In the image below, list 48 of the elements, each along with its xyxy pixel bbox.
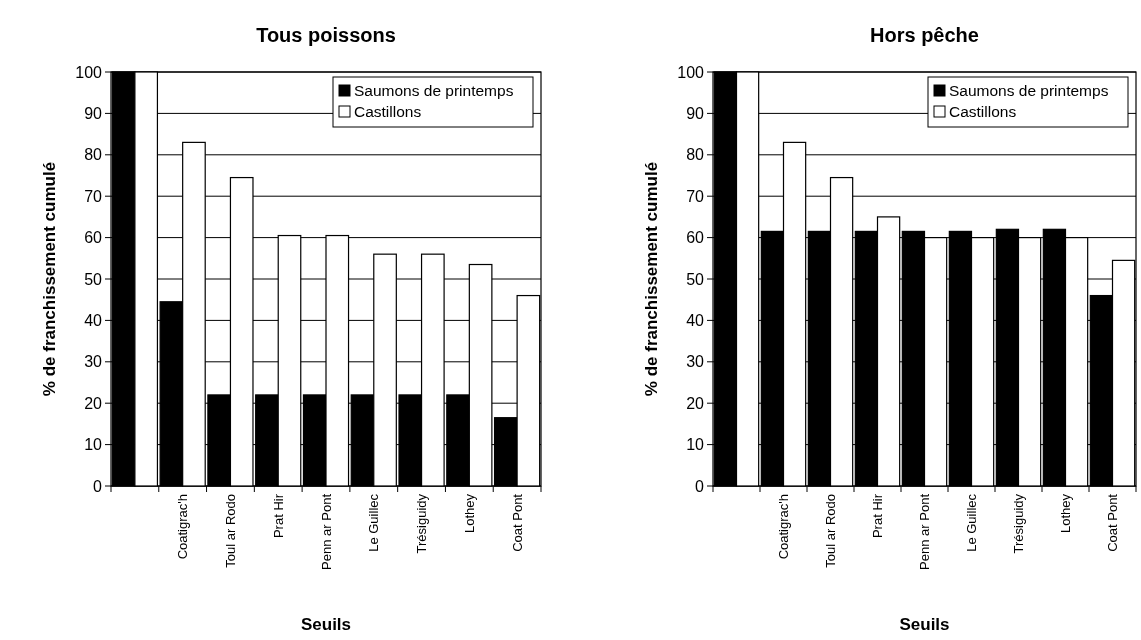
y-tick-label: 10 xyxy=(84,436,103,454)
y-tick-label: 100 xyxy=(677,63,705,81)
y-tick-label: 60 xyxy=(84,229,103,247)
x-tick-label: Le Guillec xyxy=(964,493,980,552)
y-tick-label: 40 xyxy=(84,312,103,329)
x-tick-label: Toul ar Rodo xyxy=(222,494,238,568)
y-tick-label: 60 xyxy=(686,229,705,247)
y-tick-label: 100 xyxy=(75,63,103,81)
x-tick-label: Prat Hir xyxy=(870,493,886,539)
x-tick-label: Penn ar Pont xyxy=(318,493,334,570)
y-tick-label: 70 xyxy=(686,187,705,205)
x-tick-label: Prat Hir xyxy=(270,493,286,539)
x-tick-label: Coat Pont xyxy=(509,493,525,552)
y-tick-label: 80 xyxy=(686,146,705,164)
y-tick-label: 50 xyxy=(84,270,103,288)
x-tick-label: Trésiguidy xyxy=(414,493,430,554)
y-tick-label: 0 xyxy=(695,477,705,495)
y-tick-label: 30 xyxy=(84,353,103,371)
chart-title: Hors pêche xyxy=(870,24,979,46)
y-tick-label: 90 xyxy=(686,105,705,122)
x-tick-label: Coat Pont xyxy=(1105,493,1121,552)
y-tick-label: 70 xyxy=(84,187,103,205)
x-tick-label: Coatigrac'h xyxy=(776,494,792,560)
x-axis-title: Seuils xyxy=(300,615,352,634)
x-axis-title: Seuils xyxy=(899,615,950,634)
legend-label: Castillons xyxy=(354,103,422,121)
legend-label: Saumons de printemps xyxy=(949,82,1109,100)
x-tick-label: Trésiguidy xyxy=(1011,493,1027,554)
y-tick-label: 40 xyxy=(686,312,705,329)
chart-title: Tous poissons xyxy=(256,24,396,46)
x-tick-label: Le Guillec xyxy=(366,493,382,552)
y-axis-title: % de franchissement cumulé xyxy=(39,161,59,397)
y-tick-label: 80 xyxy=(84,146,103,164)
x-tick-label: Lothey xyxy=(1058,493,1074,534)
y-tick-label: 90 xyxy=(84,105,103,122)
y-tick-label: 20 xyxy=(84,394,103,412)
x-tick-label: Lothey xyxy=(461,493,477,534)
x-tick-label: Toul ar Rodo xyxy=(823,494,839,568)
y-axis-title: % de franchissement cumulé xyxy=(641,161,661,397)
y-tick-label: 20 xyxy=(686,394,705,412)
x-tick-label: Coatigrac'h xyxy=(175,494,191,560)
y-tick-label: 50 xyxy=(686,270,705,288)
x-tick-label: Penn ar Pont xyxy=(917,493,933,570)
y-tick-label: 10 xyxy=(686,436,705,454)
legend-label: Castillons xyxy=(949,103,1017,121)
y-tick-label: 30 xyxy=(686,353,705,371)
y-tick-label: 0 xyxy=(93,477,103,495)
legend-label: Saumons de printemps xyxy=(354,82,514,100)
